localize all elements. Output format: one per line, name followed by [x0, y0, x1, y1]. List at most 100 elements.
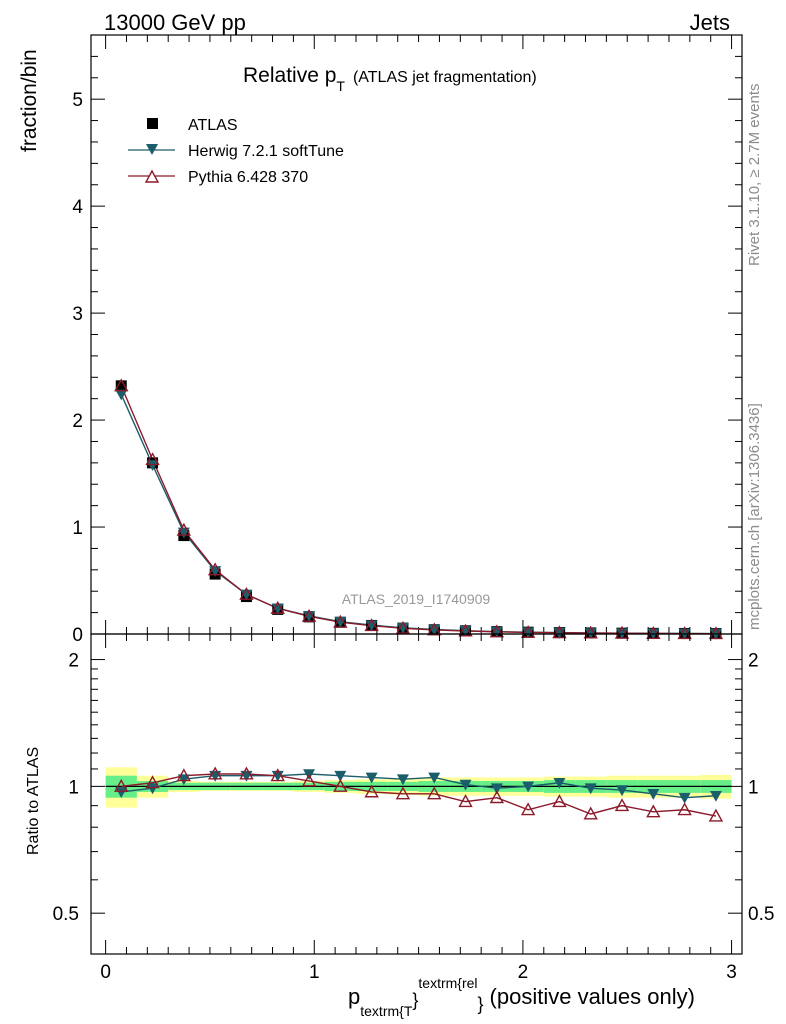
ratio-point-herwig	[647, 789, 660, 800]
ratio-point-pythia	[458, 794, 473, 808]
legend: ATLAS Herwig 7.2.1 softTune Pythia 6.428…	[128, 117, 344, 186]
ratio-line-pythia	[121, 773, 717, 817]
main-point-herwig	[271, 603, 284, 615]
main-point-pythia	[145, 452, 160, 466]
legend-label-atlas: ATLAS	[188, 117, 238, 134]
ratio-point-herwig	[553, 777, 566, 789]
legend-marker-atlas	[147, 118, 158, 129]
main-point-pythia	[583, 625, 598, 639]
main-point-herwig	[428, 624, 441, 636]
ratio-ytick-label: 1	[68, 777, 79, 798]
main-point-herwig	[553, 627, 566, 639]
main-point-herwig	[334, 616, 347, 628]
x-tick-label: 3	[726, 962, 737, 983]
main-point-herwig	[146, 460, 159, 471]
legend-marker-herwig	[146, 144, 158, 155]
x-tick-labels: 0 1 2 3	[100, 962, 737, 983]
ratio-ytick-label-right: 1	[748, 777, 759, 798]
main-ytick-label: 1	[72, 518, 83, 539]
main-series-group	[114, 378, 724, 640]
main-point-herwig	[459, 625, 472, 637]
main-point-pythia	[364, 618, 379, 632]
ratio-point-pythia	[114, 778, 129, 792]
chart-title-suffix: (ATLAS jet fragmentation)	[353, 69, 537, 86]
main-point-herwig	[115, 389, 128, 401]
ratio-panel: 0.5 0.5 1 1 2 2 0 1 2 3 Ratio to ATLAS ptextrm{T…	[25, 633, 774, 1019]
ratio-point-pythia	[145, 775, 160, 789]
main-point-pythia	[427, 622, 442, 636]
x-tick-label: 1	[309, 962, 320, 983]
main-point-pythia	[114, 378, 129, 392]
ratio-ytick-label: 0.5	[53, 904, 79, 925]
main-point-pythia	[207, 562, 223, 576]
main-point-pythia	[301, 608, 317, 622]
legend-label-herwig: Herwig 7.2.1 softTune	[188, 143, 344, 160]
main-ytick-label: 0	[72, 625, 83, 646]
ratio-frame	[90, 633, 743, 955]
ratio-point-herwig	[396, 774, 409, 786]
main-point-herwig	[522, 627, 535, 639]
main-point-pythia	[489, 624, 505, 638]
main-point-pythia	[458, 623, 473, 637]
main-point-pythia	[520, 624, 536, 638]
main-point-pythia	[395, 620, 411, 634]
ratio-point-herwig	[709, 790, 722, 802]
x-axis-label-sub: textrm{T	[360, 1003, 413, 1019]
main-point-herwig	[240, 589, 253, 601]
main-point-pythia	[552, 625, 567, 639]
ratio-point-pythia	[207, 766, 223, 780]
main-ylabel: fraction/bin	[18, 49, 41, 152]
main-ytick-label: 5	[72, 90, 83, 111]
ratio-ytick-label: 2	[68, 651, 79, 672]
ratio-ylabel: Ratio to ATLAS	[25, 747, 42, 855]
x-tick-label: 2	[518, 962, 529, 983]
ratio-point-pythia	[708, 808, 724, 822]
main-point-herwig	[490, 626, 503, 638]
ratio-point-pythia	[239, 766, 254, 780]
ratio-point-herwig	[522, 781, 535, 793]
ratio-point-herwig	[334, 770, 347, 782]
ratio-point-herwig	[365, 772, 378, 784]
x-axis-label-sup: textrm{rel	[418, 975, 477, 991]
ratio-point-herwig	[115, 787, 128, 798]
legend-label-pythia: Pythia 6.428 370	[188, 169, 308, 186]
main-point-pythia	[677, 626, 692, 640]
main-point-atlas	[115, 380, 127, 392]
ratio-point-pythia	[270, 768, 285, 782]
ratio-point-pythia	[301, 773, 317, 787]
ratio-point-pythia	[364, 784, 379, 798]
ratio-point-herwig	[616, 785, 629, 797]
legend-marker-pythia	[144, 169, 160, 183]
ratio-point-herwig	[678, 792, 691, 804]
main-point-pythia	[646, 626, 661, 639]
ratio-point-herwig	[271, 770, 284, 782]
ratio-point-herwig	[428, 772, 441, 784]
main-point-pythia	[270, 600, 285, 614]
analysis-id: ATLAS_2019_I1740909	[342, 591, 491, 607]
header-left: 13000 GeV pp	[104, 10, 246, 35]
main-point-pythia	[176, 522, 192, 536]
main-point-pythia	[708, 626, 724, 640]
ratio-point-herwig	[584, 783, 597, 795]
main-ytick-label: 2	[72, 411, 83, 432]
x-axis-label-brace2: }	[478, 994, 484, 1014]
main-point-pythia	[614, 625, 630, 639]
ratio-point-herwig	[459, 779, 472, 791]
ratio-point-pythia	[427, 786, 442, 800]
main-panel: 0 1 2 3 4 5 fraction/bin Relative pT (ATLAS je…	[18, 34, 743, 646]
ratio-axis-ticks	[91, 634, 742, 954]
ratio-line-herwig	[121, 773, 716, 799]
chart-title-sub: T	[336, 78, 345, 94]
main-axis-ticks	[91, 35, 742, 635]
mcplots-label: mcplots.cern.ch [arXiv:1306.3436]	[746, 403, 763, 630]
ratio-series-group	[114, 766, 724, 822]
ratio-point-pythia	[646, 804, 661, 818]
main-ytick-label: 3	[72, 304, 83, 325]
main-point-herwig	[396, 622, 409, 634]
ratio-ytick-label-right: 2	[748, 651, 759, 672]
main-point-herwig	[303, 611, 316, 622]
x-axis-label: ptextrm{T}textrm{rel} (positive values on…	[348, 975, 695, 1019]
ratio-point-herwig	[146, 783, 159, 795]
main-ytick-label: 4	[72, 197, 83, 218]
